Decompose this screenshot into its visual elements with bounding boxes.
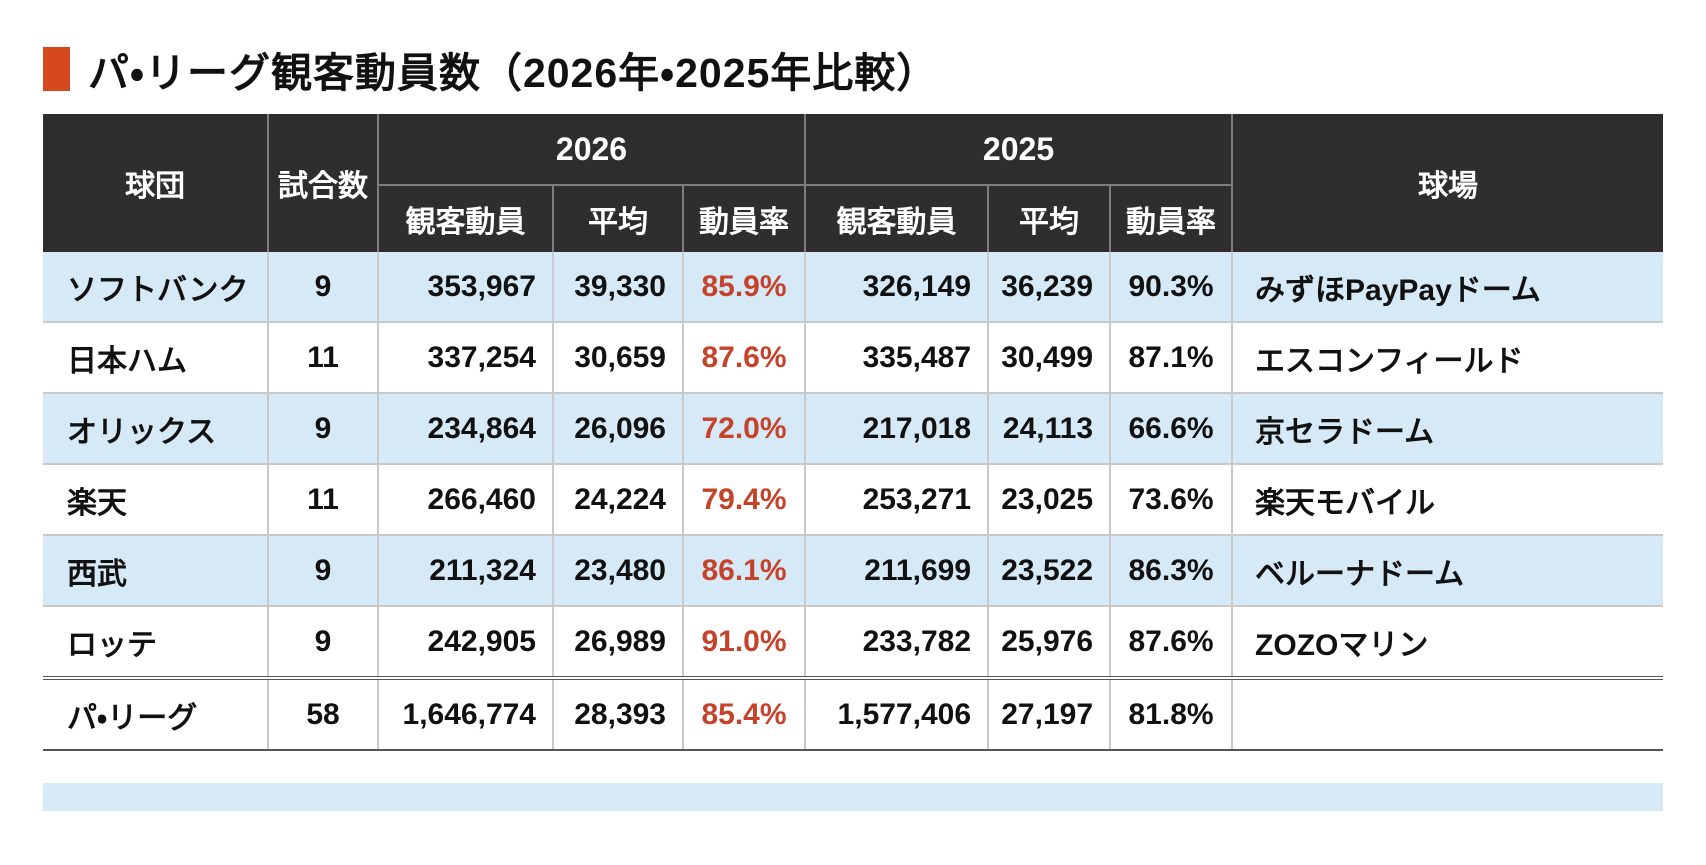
games-cell: 9	[268, 252, 379, 322]
attendance-2025-cell: 217,018	[805, 392, 990, 464]
team-cell: 日本ハム	[43, 321, 269, 393]
attendance-2026-cell: 242,905	[378, 605, 554, 678]
rate-2025-cell: 81.8%	[1110, 676, 1234, 751]
attendance-2026-cell: 1,646,774	[378, 676, 554, 751]
average-2025-cell: 25,976	[988, 605, 1112, 678]
rate-2025-cell: 73.6%	[1110, 463, 1234, 535]
attendance-2026-cell: 337,254	[378, 321, 554, 393]
stadium-cell: ZOZOマリン	[1232, 605, 1664, 678]
col-header-rate-2025: 動員率	[1110, 185, 1234, 252]
attendance-2025-cell: 253,271	[805, 463, 990, 535]
attendance-2026-cell: 353,967	[378, 252, 554, 322]
col-header-rate-2026: 動員率	[683, 185, 807, 252]
team-cell: ロッテ	[43, 605, 269, 678]
attendance-2025-cell: 335,487	[805, 321, 990, 393]
games-cell: 11	[268, 463, 379, 535]
col-group-2026: 2026	[378, 114, 807, 186]
average-2026-cell: 30,659	[553, 321, 684, 393]
team-cell: 西武	[43, 534, 269, 606]
average-2025-cell: 24,113	[988, 392, 1112, 464]
rate-2026-cell: 85.9%	[683, 252, 807, 322]
games-cell: 9	[268, 534, 379, 606]
rate-2026-cell: 87.6%	[683, 321, 807, 393]
average-2026-cell: 24,224	[553, 463, 684, 535]
attendance-2026-cell: 234,864	[378, 392, 554, 464]
attendance-2026-cell: 266,460	[378, 463, 554, 535]
attendance-2025-cell: 211,699	[805, 534, 990, 606]
attendance-2025-cell: 1,577,406	[805, 676, 990, 751]
col-header-average-2025: 平均	[988, 185, 1112, 252]
table-header: 球団 試合数 2026 2025 球場 観客動員 平均 動員率 観客動員 平均 …	[43, 114, 1664, 252]
table-row-softbank: ソフトバンク 9 353,967 39,330 85.9% 326,149 36…	[43, 252, 1664, 322]
col-header-games: 試合数	[268, 114, 379, 252]
team-cell: オリックス	[43, 392, 269, 464]
rate-2026-cell: 86.1%	[683, 534, 807, 606]
header-row-groups: 球団 試合数 2026 2025 球場	[43, 114, 1664, 252]
games-cell: 11	[268, 321, 379, 393]
games-cell: 9	[268, 392, 379, 464]
rate-2025-cell: 86.3%	[1110, 534, 1234, 606]
rate-2026-cell: 85.4%	[683, 676, 807, 751]
rate-2025-cell: 87.1%	[1110, 321, 1234, 393]
table-row-nipponham: 日本ハム 11 337,254 30,659 87.6% 335,487 30,…	[43, 321, 1664, 393]
col-group-2025: 2025	[805, 114, 1234, 186]
attendance-2025-cell: 326,149	[805, 252, 990, 322]
average-2025-cell: 27,197	[988, 676, 1112, 751]
rate-2025-cell: 66.6%	[1110, 392, 1234, 464]
stadium-cell: 楽天モバイル	[1232, 463, 1664, 535]
table-row-orix: オリックス 9 234,864 26,096 72.0% 217,018 24,…	[43, 392, 1664, 464]
title-bullet-square	[43, 47, 70, 91]
team-cell: パ・リーグ	[43, 676, 269, 751]
attendance-2026-cell: 211,324	[378, 534, 554, 606]
col-header-attendance-2026: 観客動員	[378, 185, 554, 252]
page-title: パ・リーグ観客動員数（2026年・2025年比較）	[43, 44, 1706, 96]
table-row-rakuten: 楽天 11 266,460 24,224 79.4% 253,271 23,02…	[43, 463, 1664, 535]
rate-2026-cell: 79.4%	[683, 463, 807, 535]
stadium-cell: みずほPayPayドーム	[1232, 252, 1664, 322]
team-cell: ソフトバンク	[43, 252, 269, 322]
header-row-sub: 観客動員 平均 動員率 観客動員 平均 動員率	[43, 185, 1663, 252]
col-header-average-2026: 平均	[553, 185, 684, 252]
average-2026-cell: 26,096	[553, 392, 684, 464]
stadium-cell: エスコンフィールド	[1232, 321, 1664, 393]
average-2026-cell: 23,480	[553, 534, 684, 606]
stadium-cell: 京セラドーム	[1232, 392, 1664, 464]
average-2026-cell: 26,989	[553, 605, 684, 678]
average-2025-cell: 36,239	[988, 252, 1112, 322]
stadium-cell: ベルーナドーム	[1232, 534, 1664, 606]
table-row-total-pacific-league: パ・リーグ 58 1,646,774 28,393 85.4% 1,577,40…	[43, 676, 1664, 751]
average-2026-cell: 39,330	[553, 252, 684, 322]
average-2025-cell: 23,025	[988, 463, 1112, 535]
average-2025-cell: 30,499	[988, 321, 1112, 393]
rate-2025-cell: 90.3%	[1110, 252, 1234, 322]
average-2025-cell: 23,522	[988, 534, 1112, 606]
team-cell: 楽天	[43, 463, 269, 535]
attendance-table: 球団 試合数 2026 2025 球場 観客動員 平均 動員率 観客動員 平均 …	[43, 114, 1664, 751]
average-2026-cell: 28,393	[553, 676, 684, 751]
games-cell: 58	[268, 676, 379, 751]
rate-2026-cell: 72.0%	[683, 392, 807, 464]
col-header-stadium: 球場	[1232, 114, 1664, 252]
rate-2026-cell: 91.0%	[683, 605, 807, 678]
page: パ・リーグ観客動員数（2026年・2025年比較） 球団 試合数 2026 20…	[43, 44, 1706, 811]
attendance-2025-cell: 233,782	[805, 605, 990, 678]
col-header-attendance-2025: 観客動員	[805, 185, 990, 252]
rate-2025-cell: 87.6%	[1110, 605, 1234, 678]
bottom-partial-row	[43, 783, 1663, 811]
table-body: ソフトバンク 9 353,967 39,330 85.9% 326,149 36…	[43, 252, 1664, 751]
table-row-seibu: 西武 9 211,324 23,480 86.1% 211,699 23,522…	[43, 534, 1664, 606]
games-cell: 9	[268, 605, 379, 678]
page-title-text: パ・リーグ観客動員数（2026年・2025年比較）	[88, 50, 939, 96]
col-header-team: 球団	[43, 114, 269, 252]
stadium-cell	[1232, 676, 1664, 751]
table-row-lotte: ロッテ 9 242,905 26,989 91.0% 233,782 25,97…	[43, 605, 1664, 678]
